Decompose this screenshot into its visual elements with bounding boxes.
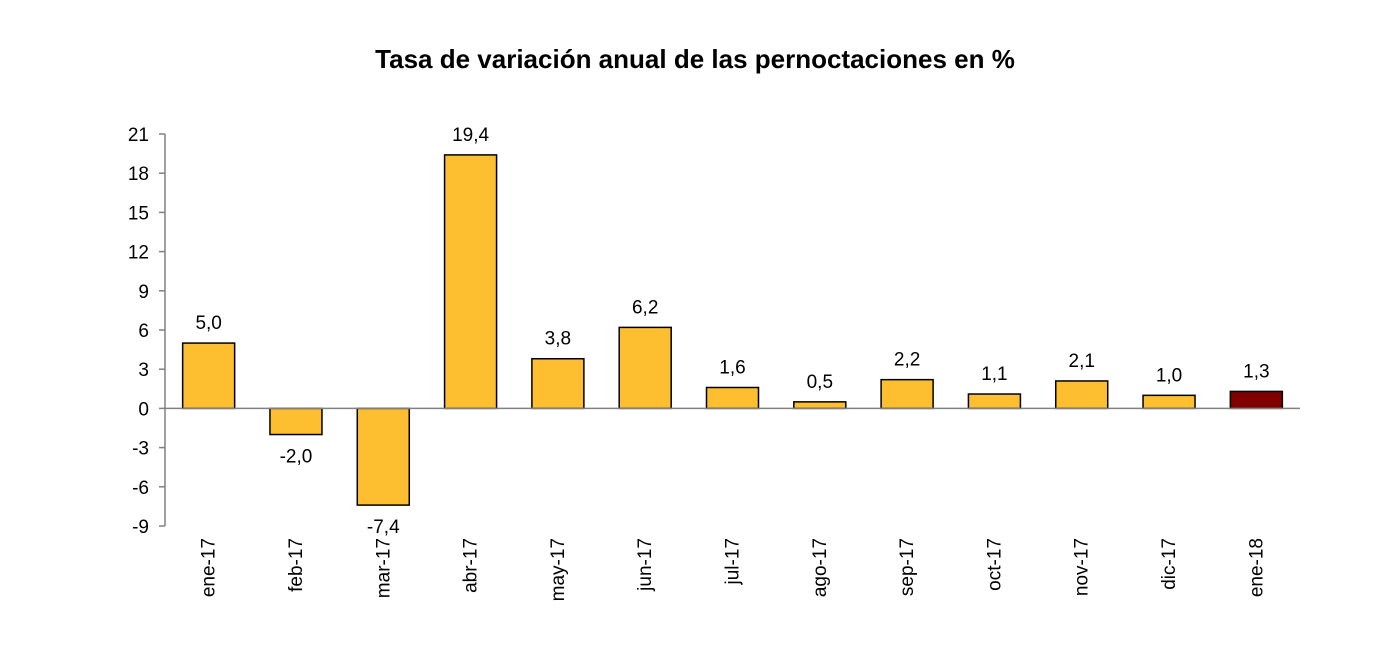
category-label-mar-17: mar-17 bbox=[373, 538, 394, 598]
y-tick-label: -3 bbox=[132, 439, 149, 460]
category-label-abr-17: abr-17 bbox=[461, 538, 482, 593]
category-label-nov-17: nov-17 bbox=[1072, 538, 1093, 596]
bar-feb-17 bbox=[269, 407, 323, 436]
bar-ene-18 bbox=[1229, 390, 1284, 410]
y-tick-label: 15 bbox=[128, 203, 149, 224]
data-label-abr-17: 19,4 bbox=[452, 125, 489, 146]
data-label-oct-17: 1,1 bbox=[981, 364, 1007, 385]
y-tick-label: 0 bbox=[138, 399, 149, 420]
data-label-may-17: 3,8 bbox=[545, 329, 571, 350]
bar-sep-17 bbox=[880, 378, 934, 410]
data-label-ene-17: 5,0 bbox=[195, 313, 221, 334]
data-label-ene-18: 1,3 bbox=[1243, 361, 1269, 382]
category-label-may-17: may-17 bbox=[548, 538, 569, 601]
category-label-ago-17: ago-17 bbox=[810, 538, 831, 597]
data-labels: 5,0 -2,0 -7,4 19,4 3,8 6,2 1,6 0,5 2,2 1,1 2,1 1,0 1… bbox=[195, 125, 1269, 538]
bar-ene-17 bbox=[181, 342, 236, 410]
category-label-sep-17: sep-17 bbox=[897, 538, 918, 596]
category-label-feb-17: feb-17 bbox=[286, 538, 307, 592]
chart-title: Tasa de variación anual de las pernoctac… bbox=[375, 44, 1015, 74]
data-label-jul-17: 1,6 bbox=[719, 357, 745, 378]
y-tick-label: 9 bbox=[138, 282, 149, 303]
data-label-dic-17: 1,0 bbox=[1156, 365, 1182, 386]
data-label-feb-17: -2,0 bbox=[280, 447, 313, 468]
data-label-nov-17: 2,1 bbox=[1069, 351, 1095, 372]
y-tick-label: 12 bbox=[128, 243, 149, 264]
category-label-dic-17: dic-17 bbox=[1159, 538, 1180, 590]
category-label-ene-18: ene-18 bbox=[1246, 538, 1267, 597]
bar-abr-17 bbox=[443, 154, 498, 410]
bar-nov-17 bbox=[1054, 380, 1109, 410]
y-tick-label: 3 bbox=[138, 360, 149, 381]
bar-may-17 bbox=[531, 357, 585, 410]
category-label-oct-17: oct-17 bbox=[984, 538, 1005, 591]
data-label-ago-17: 0,5 bbox=[807, 372, 833, 393]
y-axis: 21 18 15 12 9 6 3 0 -3 -6 -9 bbox=[128, 125, 166, 538]
category-label-ene-17: ene-17 bbox=[199, 538, 220, 597]
bar-dic-17 bbox=[1142, 394, 1196, 410]
data-label-sep-17: 2,2 bbox=[894, 350, 920, 371]
y-tick-label: 18 bbox=[128, 164, 149, 185]
data-label-jun-17: 6,2 bbox=[632, 297, 658, 318]
data-label-mar-17: -7,4 bbox=[367, 517, 400, 538]
category-labels: ene-17 feb-17 mar-17 abr-17 may-17 jun-17 jul-… bbox=[199, 538, 1268, 601]
category-label-jul-17: jul-17 bbox=[723, 538, 744, 585]
bar-oct-17 bbox=[967, 393, 1022, 410]
bars bbox=[181, 154, 1284, 506]
bar-mar-17 bbox=[356, 407, 411, 506]
bar-jul-17 bbox=[705, 386, 760, 410]
y-tick-label: -6 bbox=[132, 478, 149, 499]
category-label-jun-17: jun-17 bbox=[635, 538, 656, 592]
y-tick-label: 6 bbox=[138, 321, 149, 342]
y-tick-label: -9 bbox=[132, 517, 149, 538]
bar-jun-17 bbox=[618, 326, 672, 410]
bar-ago-17 bbox=[793, 401, 847, 410]
y-tick-label: 21 bbox=[128, 125, 149, 146]
